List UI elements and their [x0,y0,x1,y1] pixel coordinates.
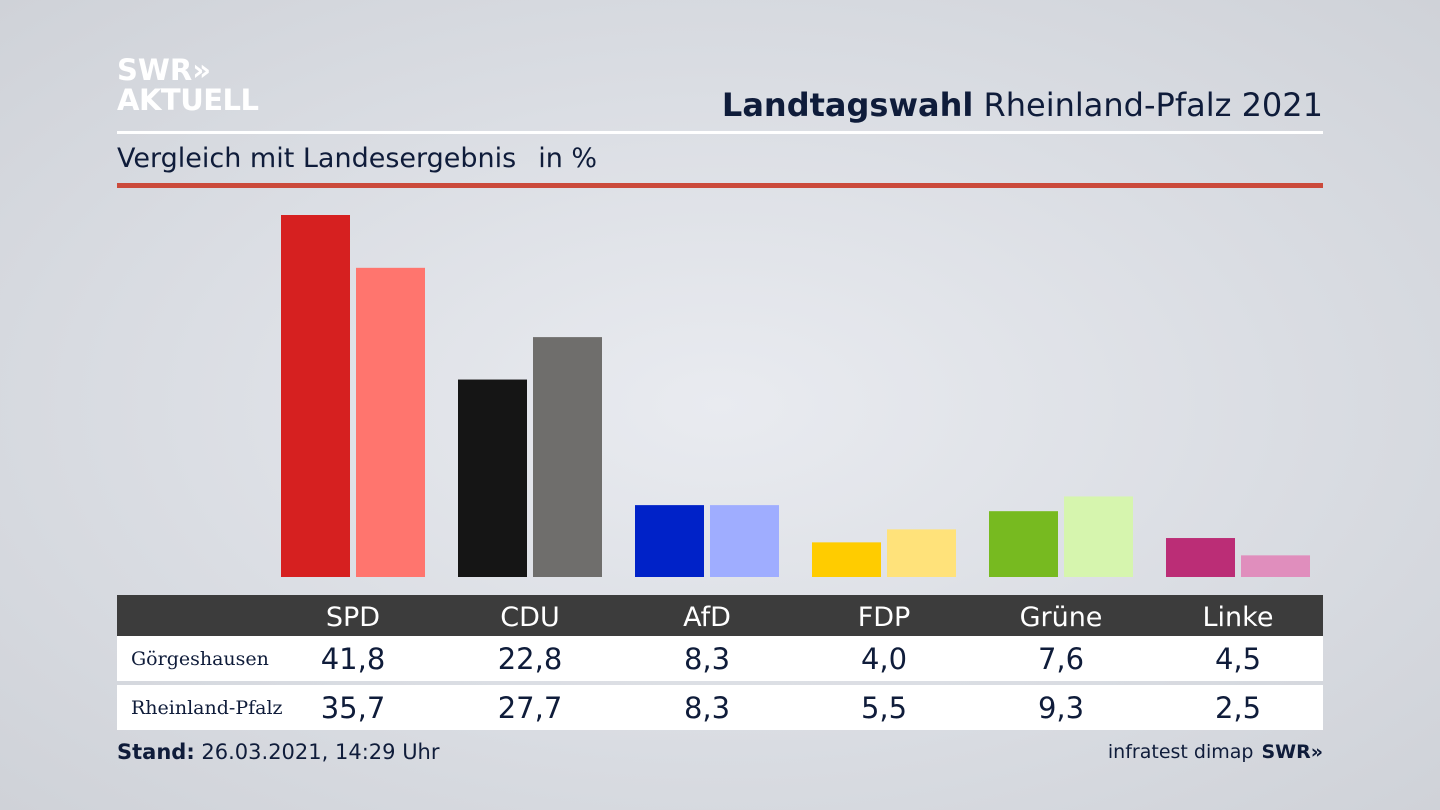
subtitle-unit: in % [538,143,598,174]
bar-fdp-local [812,542,881,577]
title-bold: Landtagswahl [721,86,974,124]
table-cell: 9,3 [1037,690,1085,725]
party-header-linke: Linke [1202,602,1274,633]
row-label-state: Rheinland-Pfalz [131,696,283,719]
bar-spd-state [356,267,425,577]
subtitle-divider [117,183,1323,188]
results-table: SPD CDU AfD FDP Grüne Linke Görgeshausen… [117,595,1323,730]
party-header-gruene: Grüne [1019,602,1103,633]
party-header-cdu: CDU [500,602,560,633]
timestamp: Stand: 26.03.2021, 14:29 Uhr [117,740,440,764]
swr-aktuell-logo: SWR» AKTUELL [117,55,259,115]
bar-fdp-state [887,529,956,577]
bar-linke-local [1166,538,1235,577]
bar-gruene-state [1064,496,1133,577]
table-cell: 8,3 [683,641,731,676]
title-divider [117,131,1323,134]
table-cell: 4,0 [860,641,908,676]
bar-linke-state [1241,555,1310,577]
row-label-local: Görgeshausen [131,647,269,670]
swr-brand: SWR» [1261,741,1323,763]
table-cell: 5,5 [860,690,908,725]
table-cell: 22,8 [497,641,563,676]
bar-afd-local [635,505,704,577]
table-cell: 8,3 [683,690,731,725]
bar-cdu-local [458,379,527,577]
party-header-spd: SPD [325,602,381,633]
page-title: Landtagswahl Rheinland-Pfalz 2021 [722,86,1323,124]
chart-subtitle: Vergleich mit Landesergebnis in % [117,143,597,174]
bar-afd-state [710,505,779,577]
table-row: Görgeshausen 41,8 22,8 8,3 4,0 7,6 4,5 [117,636,1323,681]
table-cell: 2,5 [1214,690,1262,725]
bar-gruene-local [989,511,1058,577]
table-row: Rheinland-Pfalz 35,7 27,7 8,3 5,5 9,3 2,… [117,685,1323,730]
subtitle-text: Vergleich mit Landesergebnis [117,143,517,174]
source-credit: infratest dimap SWR» [1108,741,1323,763]
logo-line-swr: SWR» [117,53,211,87]
table-cell: 35,7 [320,690,386,725]
title-rest: Rheinland-Pfalz 2021 [983,86,1323,124]
bar-cdu-state [533,337,602,577]
bar-spd-local [281,215,350,577]
table-cell: 41,8 [320,641,386,676]
table-header: SPD CDU AfD FDP Grüne Linke [117,595,1323,636]
party-header-afd: AfD [683,602,731,633]
logo-line-aktuell: AKTUELL [117,83,259,117]
table-cell: 4,5 [1214,641,1262,676]
stand-label: Stand: [117,740,195,764]
table-cell: 7,6 [1037,641,1085,676]
stand-value: 26.03.2021, 14:29 Uhr [201,740,440,764]
party-header-fdp: FDP [857,602,911,633]
table-cell: 27,7 [497,690,563,725]
source-text: infratest dimap [1107,741,1254,763]
